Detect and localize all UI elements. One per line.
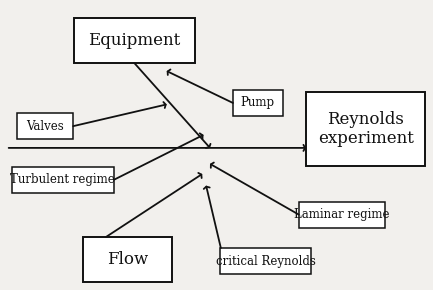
Text: Turbulent regime: Turbulent regime xyxy=(10,173,115,186)
FancyBboxPatch shape xyxy=(233,90,282,116)
FancyBboxPatch shape xyxy=(299,202,385,228)
FancyBboxPatch shape xyxy=(17,113,73,139)
Text: Pump: Pump xyxy=(241,97,275,109)
FancyBboxPatch shape xyxy=(83,237,172,282)
FancyBboxPatch shape xyxy=(12,167,113,193)
FancyBboxPatch shape xyxy=(307,92,425,166)
Text: Reynolds
experiment: Reynolds experiment xyxy=(318,111,414,147)
FancyBboxPatch shape xyxy=(220,248,311,274)
Text: critical Reynolds: critical Reynolds xyxy=(216,255,316,267)
Text: Valves: Valves xyxy=(26,120,64,133)
Text: Flow: Flow xyxy=(107,251,149,268)
Text: Equipment: Equipment xyxy=(88,32,181,49)
FancyBboxPatch shape xyxy=(74,18,195,63)
Text: Laminar regime: Laminar regime xyxy=(294,208,390,221)
